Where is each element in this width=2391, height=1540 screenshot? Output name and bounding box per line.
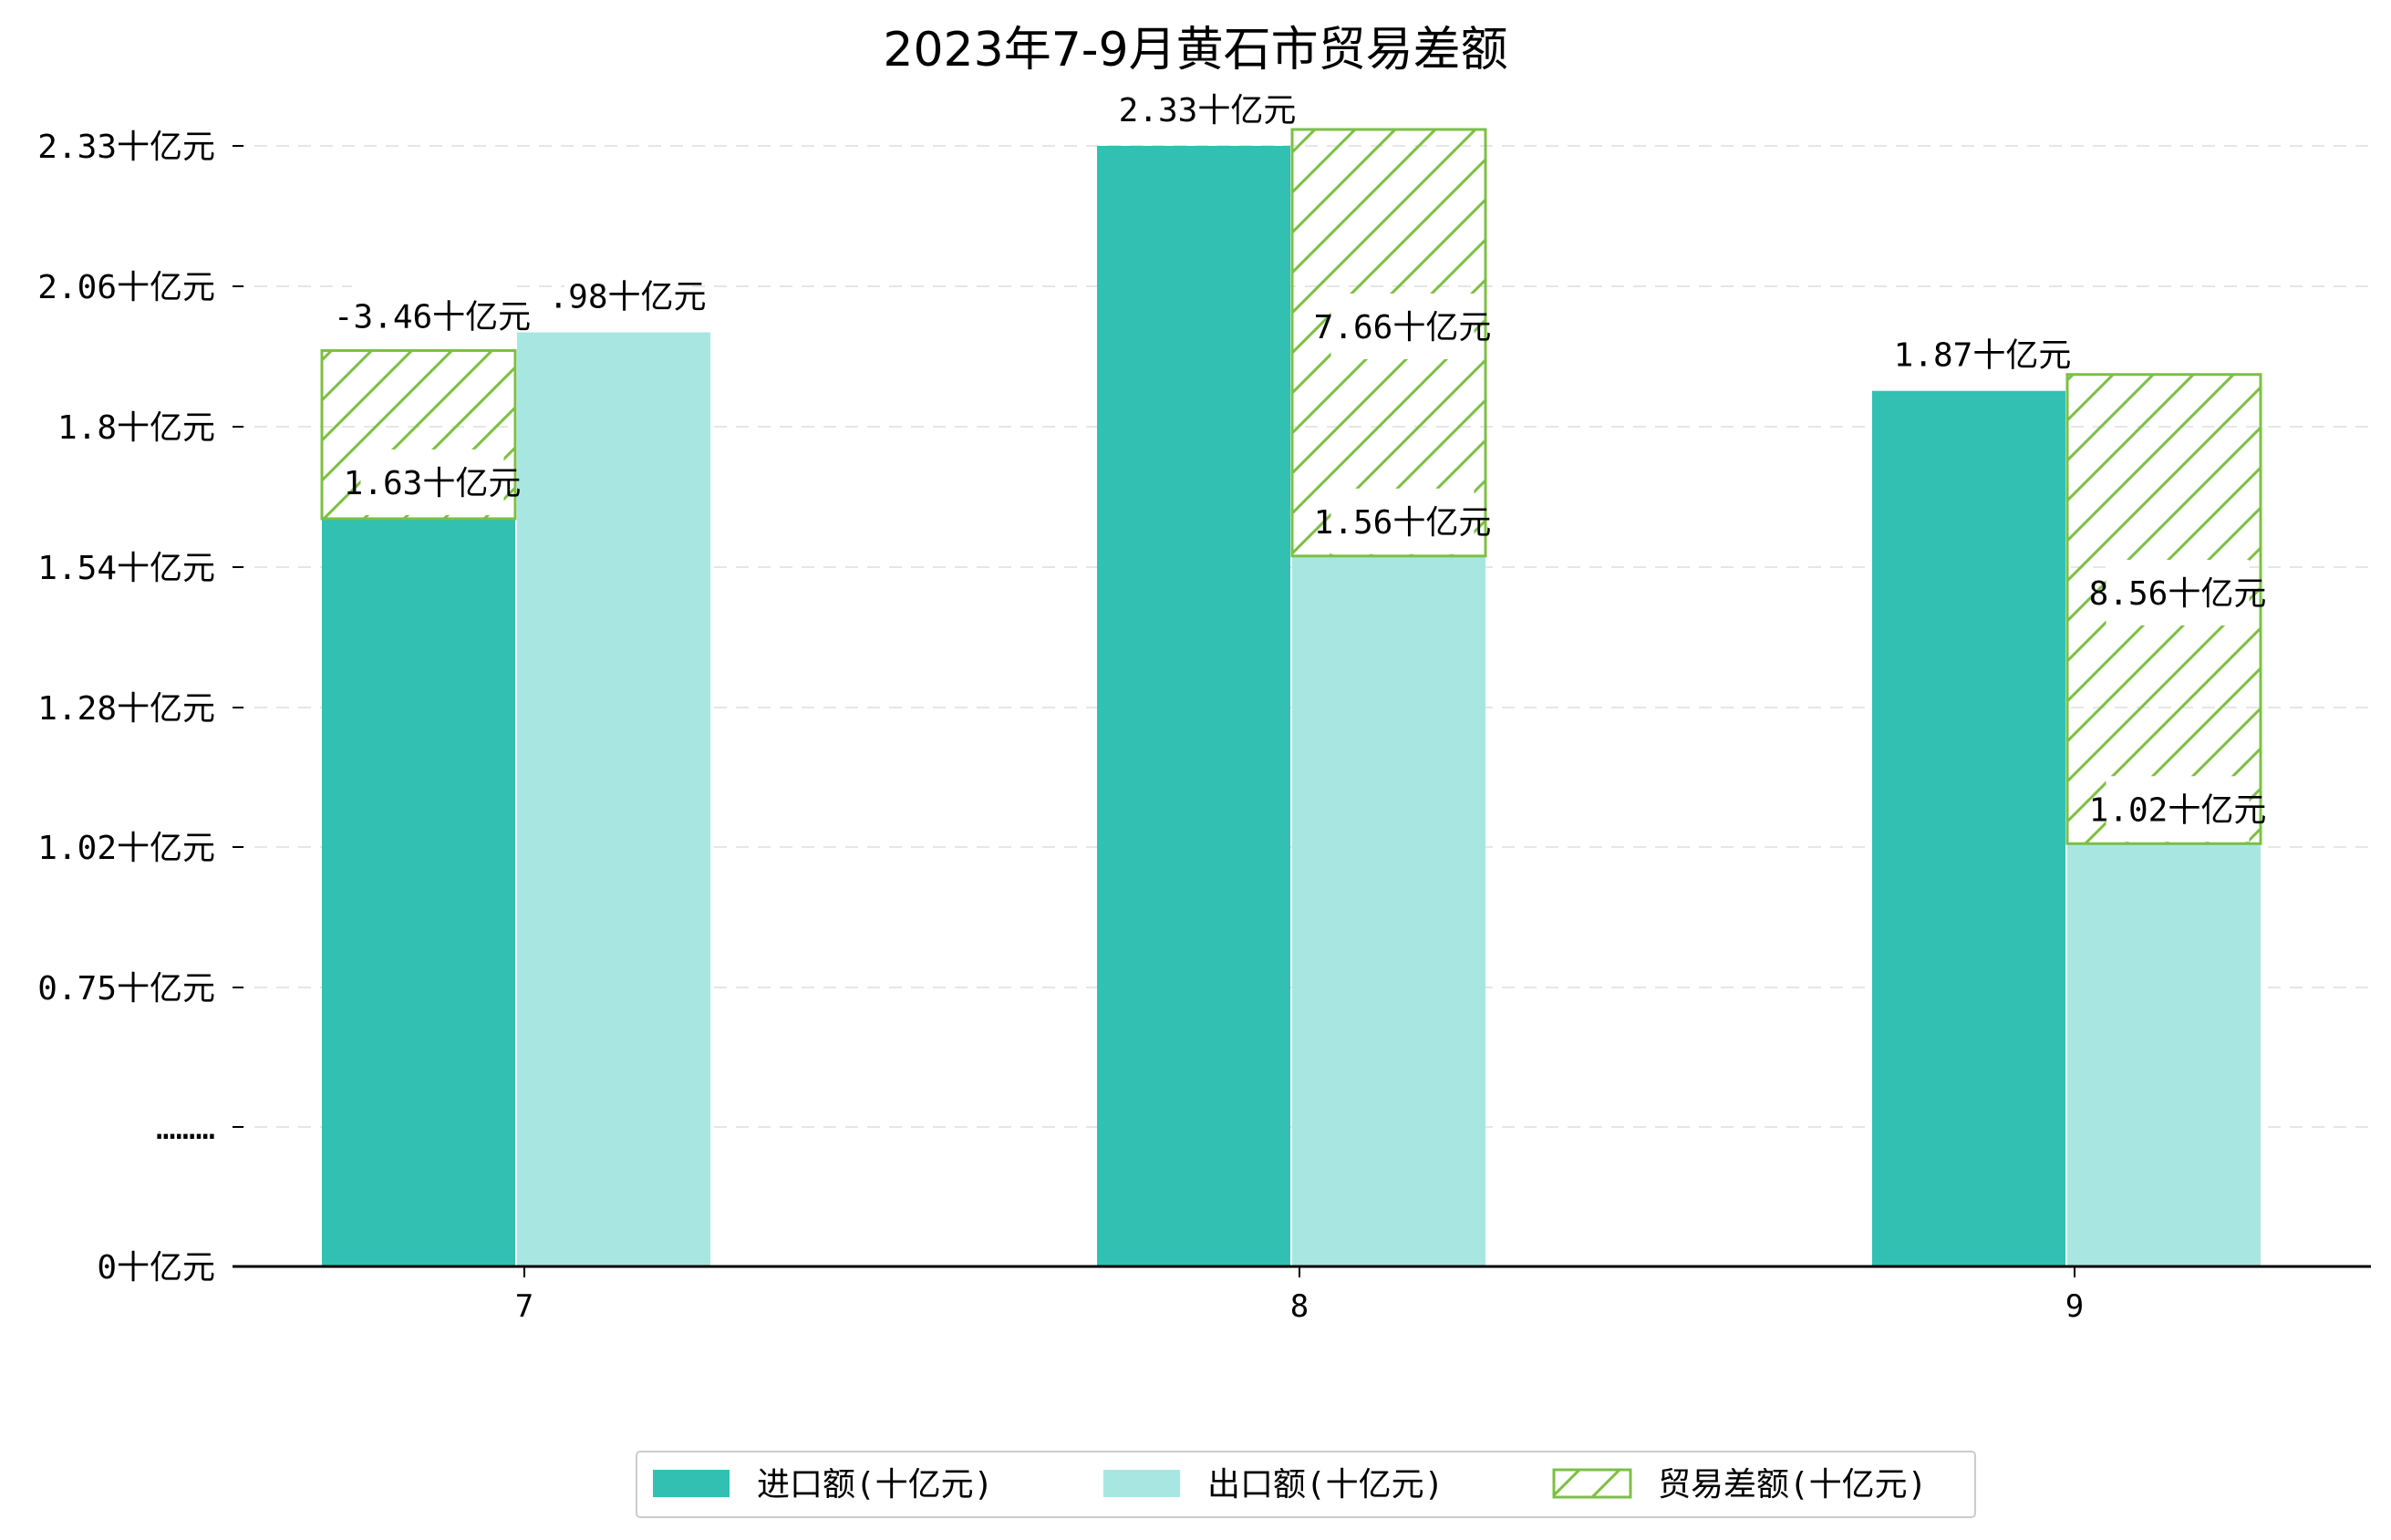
export-value-label-bg (564, 263, 690, 329)
y-tick-label: ……… (156, 1110, 215, 1147)
import-bar (322, 518, 515, 1266)
legend-label: 出口额(十亿元) (1207, 1466, 1444, 1504)
import-value-label-bg (1910, 321, 2055, 388)
legend-swatch (653, 1470, 730, 1497)
legend-frame (636, 1451, 1976, 1518)
x-tick-label: 8 (1290, 1288, 1309, 1325)
export-value-label-bg (2106, 776, 2250, 842)
import-value-label: 2.33十亿元 (1119, 92, 1297, 129)
import-bar (1872, 390, 2065, 1266)
y-tick-label: 2.33十亿元 (37, 129, 215, 166)
export-bar (2067, 843, 2261, 1266)
export-bar (1292, 555, 1485, 1266)
y-tick-label: 1.02十亿元 (37, 830, 215, 867)
balance-value-label: 7.66十亿元 (1314, 309, 1492, 346)
chart-title: 2023年7-9月黄石市贸易差额 (883, 23, 1507, 78)
bars (320, 128, 2262, 1266)
export-value-label-bg (1330, 488, 1475, 554)
export-value-label: 1.56十亿元 (1314, 504, 1492, 542)
legend: 进口额(十亿元) 出口额(十亿元) 贸易差额(十亿元) (636, 1451, 1976, 1518)
import-value-label-bg (360, 449, 504, 515)
import-value-label: 1.87十亿元 (1894, 337, 2072, 375)
import-value-label-bg (1135, 77, 1279, 142)
export-bar (517, 332, 710, 1266)
balance-value-label-bg (352, 283, 512, 349)
legend-swatch (1552, 1468, 1632, 1499)
legend-label: 进口额(十亿元) (757, 1466, 993, 1504)
x-tick-label: 7 (515, 1288, 533, 1325)
balance-value-label-bg (2106, 559, 2250, 625)
data-labels: -3.46十亿元 .98十亿元 1.63十亿元 2.33十亿元 7.66十亿元 1.56十… (334, 77, 2267, 842)
import-bar (1097, 146, 1290, 1266)
legend-swatch (1103, 1470, 1180, 1497)
x-axis: 7 8 9 (233, 1265, 2371, 1325)
y-tick-label: 1.8十亿元 (57, 409, 215, 447)
y-tick-label: 0十亿元 (97, 1249, 215, 1287)
y-tick-label: 2.06十亿元 (37, 269, 215, 306)
import-value-label: 1.63十亿元 (344, 465, 522, 502)
y-tick-label: 1.28十亿元 (37, 690, 215, 728)
y-tick-label: 0.75十亿元 (37, 970, 215, 1008)
y-tick-label: 1.54十亿元 (37, 550, 215, 587)
export-value-label: 1.02十亿元 (2089, 791, 2267, 829)
legend-label: 贸易差额(十亿元) (1658, 1466, 1927, 1504)
balance-value-label-bg (1330, 293, 1475, 359)
balance-value-label: -3.46十亿元 (334, 298, 531, 336)
balance-value-label: 8.56十亿元 (2089, 575, 2267, 613)
export-value-label: .98十亿元 (548, 278, 706, 315)
x-tick-label: 9 (2065, 1288, 2084, 1325)
y-axis: 0十亿元 ……… 0.75十亿元 1.02十亿元 1.28十亿元 1.54十亿元 1.8十亿… (37, 129, 243, 1287)
